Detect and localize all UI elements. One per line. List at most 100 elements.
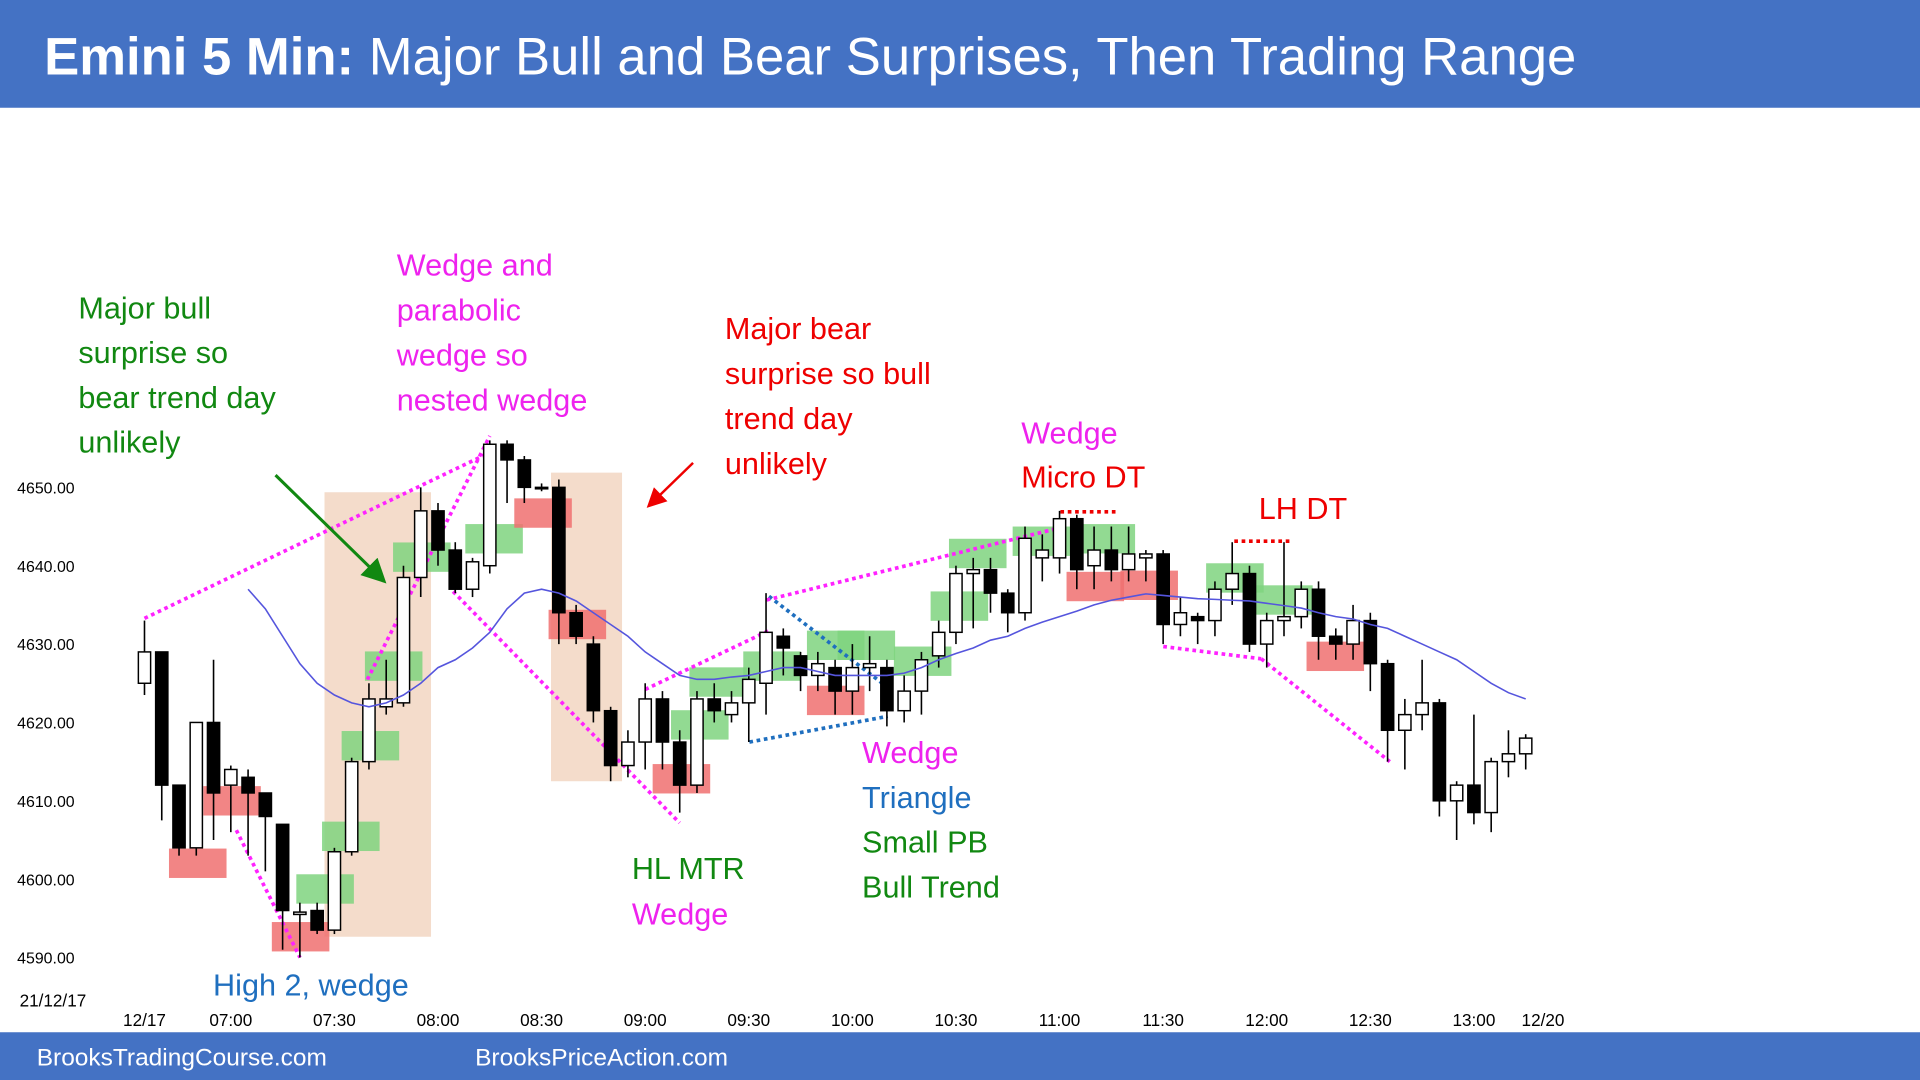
candle-body bbox=[241, 776, 255, 794]
candle-body bbox=[1242, 572, 1257, 645]
candle-body bbox=[1294, 588, 1309, 618]
annotation: Small PB bbox=[862, 826, 988, 860]
candle-body bbox=[500, 443, 514, 461]
x-tick-label: 09:00 bbox=[624, 1010, 667, 1030]
annotation: Major bear bbox=[725, 312, 871, 346]
candle-body bbox=[759, 631, 773, 685]
candle-body bbox=[690, 698, 704, 786]
candle-body bbox=[1121, 553, 1136, 571]
candle-body bbox=[1069, 517, 1084, 571]
candle-body bbox=[1052, 517, 1067, 559]
x-tick-label: 12/20 bbox=[1522, 1010, 1565, 1030]
trend-line bbox=[644, 628, 770, 692]
candle-body bbox=[776, 635, 791, 649]
candle-body bbox=[638, 698, 653, 743]
trend-line bbox=[1260, 657, 1391, 764]
x-tick-label: 11:30 bbox=[1142, 1010, 1184, 1030]
arrow bbox=[646, 461, 694, 508]
candle-body bbox=[517, 459, 532, 489]
annotation: Micro DT bbox=[1021, 460, 1145, 494]
candle-body bbox=[1380, 662, 1395, 732]
annotation: unlikely bbox=[78, 425, 181, 459]
x-tick-label: 12/17 bbox=[123, 1010, 166, 1030]
candle-body bbox=[1363, 619, 1378, 665]
x-tick-label: 13:00 bbox=[1452, 1010, 1495, 1030]
y-tick-label: 4600.00 bbox=[17, 872, 75, 889]
annotation: Major bull bbox=[78, 291, 211, 325]
candle-body bbox=[396, 576, 411, 704]
candle-body bbox=[1467, 784, 1481, 814]
candle-body bbox=[949, 572, 963, 634]
candle-body bbox=[1518, 737, 1533, 755]
trend-line bbox=[365, 435, 492, 681]
trend-line bbox=[234, 829, 302, 959]
candle-body bbox=[672, 741, 687, 786]
candle-body bbox=[431, 510, 445, 551]
candle-body bbox=[897, 690, 912, 712]
annotation: Triangle bbox=[862, 781, 971, 815]
y-tick-label: 4620.00 bbox=[17, 716, 75, 733]
candle-body bbox=[1277, 615, 1291, 622]
candle-body bbox=[275, 823, 290, 912]
candle-body bbox=[551, 486, 566, 614]
title-text: Major Bull and Bear Surprises, Then Trad… bbox=[369, 28, 1577, 87]
annotation: surprise so bull bbox=[725, 357, 931, 391]
candle-body bbox=[448, 549, 463, 590]
date-label: 21/12/17 bbox=[20, 991, 87, 1011]
candle-body bbox=[206, 721, 221, 794]
candle-body bbox=[258, 792, 273, 818]
candle-body bbox=[310, 909, 324, 931]
trend-line bbox=[1163, 644, 1262, 661]
footer-right: BrooksPriceAction.com bbox=[475, 1044, 728, 1071]
annotation: trend day bbox=[725, 402, 853, 436]
candle-body bbox=[189, 721, 204, 849]
annotation: Wedge bbox=[862, 736, 958, 770]
candle-body bbox=[1432, 702, 1447, 802]
annotation: bear trend day bbox=[78, 381, 276, 415]
candle-body bbox=[707, 698, 722, 712]
x-tick-label: 10:00 bbox=[831, 1010, 874, 1030]
candle-body bbox=[1156, 553, 1171, 626]
candle-body bbox=[845, 666, 860, 692]
candle-body bbox=[534, 486, 549, 490]
annotation: Wedge and bbox=[397, 249, 553, 283]
trend-line bbox=[749, 714, 889, 744]
candle-body bbox=[655, 698, 670, 743]
candle-body bbox=[223, 768, 238, 786]
annotation: HL MTR bbox=[632, 852, 745, 886]
candle-body bbox=[1449, 784, 1464, 802]
signal-box bbox=[168, 848, 227, 878]
x-tick-label: 12:30 bbox=[1349, 1010, 1392, 1030]
candle-body bbox=[880, 666, 894, 712]
candle-body bbox=[137, 651, 152, 685]
candle-body bbox=[931, 631, 946, 657]
candle-body bbox=[413, 510, 428, 579]
x-tick-label: 08:00 bbox=[417, 1010, 460, 1030]
x-tick-label: 09:30 bbox=[727, 1010, 770, 1030]
candle-body bbox=[724, 702, 739, 716]
annotation: nested wedge bbox=[397, 383, 588, 417]
candle-body bbox=[793, 655, 808, 677]
signal-box bbox=[1077, 524, 1136, 554]
candle-body bbox=[327, 851, 342, 931]
x-tick-label: 07:30 bbox=[313, 1010, 356, 1030]
candle-body bbox=[603, 709, 618, 767]
annotation: Wedge bbox=[632, 897, 728, 931]
y-tick-label: 4650.00 bbox=[17, 480, 75, 497]
chart-title: Emini 5 Min: Major Bull and Bear Surprise… bbox=[44, 28, 1576, 87]
candle-body bbox=[362, 698, 376, 763]
candle-body bbox=[1035, 549, 1050, 559]
candle-body bbox=[810, 662, 825, 677]
signal-box bbox=[296, 874, 354, 904]
annotation: surprise so bbox=[78, 336, 228, 370]
candle-body bbox=[1104, 549, 1119, 571]
title-bold: Emini 5 Min: bbox=[44, 28, 354, 87]
annotation: Wedge bbox=[1021, 416, 1117, 450]
candle-body bbox=[569, 611, 583, 637]
candle-body bbox=[1018, 537, 1032, 614]
footer-bar bbox=[0, 1032, 1920, 1080]
signal-box bbox=[689, 667, 747, 697]
candle-body bbox=[828, 666, 842, 692]
candle-body bbox=[293, 911, 307, 916]
